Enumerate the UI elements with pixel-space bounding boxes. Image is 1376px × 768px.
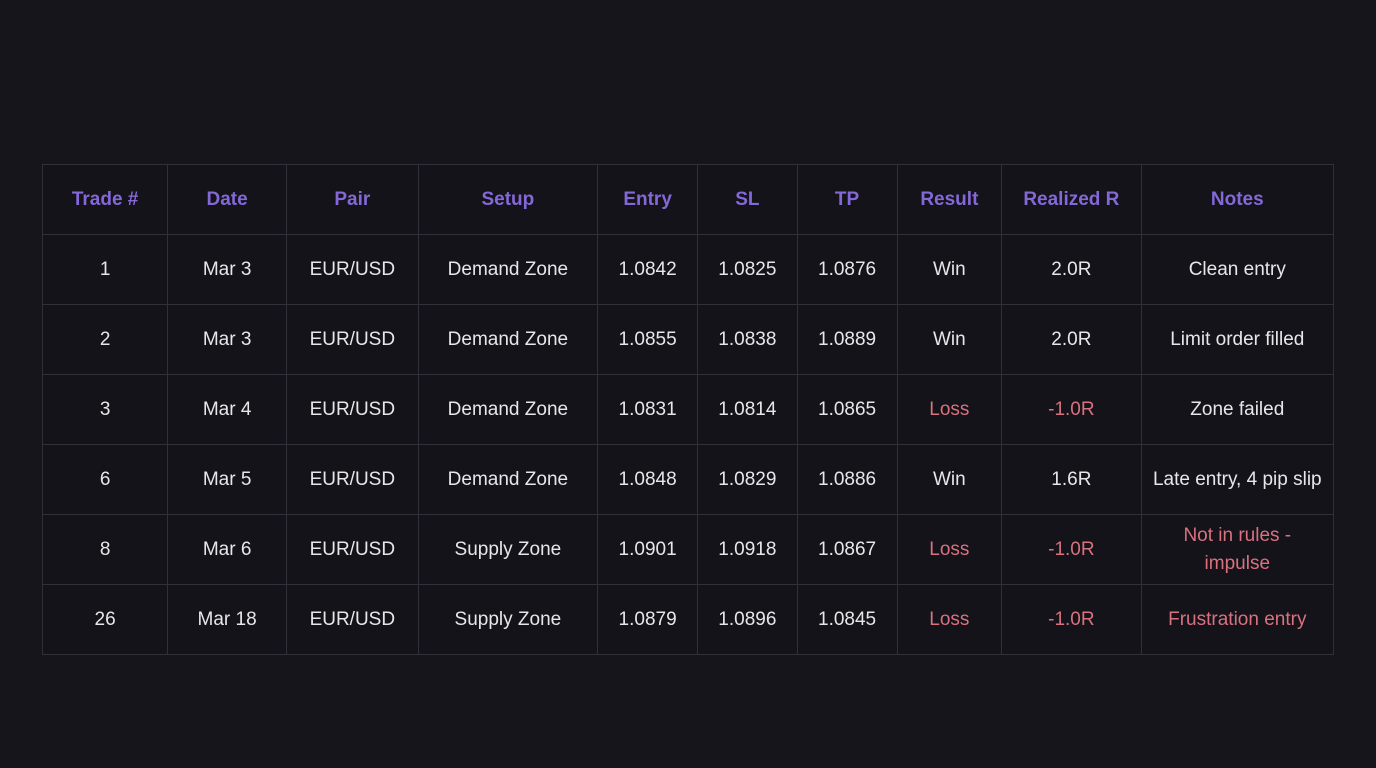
cell-result: Win bbox=[896, 234, 1003, 305]
header-row: Trade # Date Pair Setup Entry SL TP Resu… bbox=[41, 164, 1335, 235]
cell-entry: 1.0831 bbox=[597, 374, 699, 445]
cell-sl: 1.0814 bbox=[697, 374, 798, 445]
column-header-result: Result bbox=[896, 164, 1003, 235]
column-header-pair: Pair bbox=[285, 164, 419, 235]
cell-realized_r: 2.0R bbox=[1001, 234, 1142, 305]
cell-setup: Demand Zone bbox=[417, 374, 599, 445]
cell-realized_r: 1.6R bbox=[1001, 444, 1142, 515]
cell-date: Mar 5 bbox=[167, 444, 287, 515]
cell-notes: Frustration entry bbox=[1140, 584, 1335, 655]
cell-date: Mar 18 bbox=[167, 584, 287, 655]
cell-realized_r: -1.0R bbox=[1001, 514, 1142, 585]
cell-result: Win bbox=[896, 444, 1003, 515]
cell-setup: Supply Zone bbox=[417, 584, 599, 655]
column-header-tp: TP bbox=[796, 164, 898, 235]
cell-notes: Zone failed bbox=[1140, 374, 1335, 445]
table-row: 3 Mar 4 EUR/USD Demand Zone 1.0831 1.0814 1.08… bbox=[41, 374, 1335, 445]
table-row: 1 Mar 3 EUR/USD Demand Zone 1.0842 1.0825 1.08… bbox=[41, 234, 1335, 305]
cell-pair: EUR/USD bbox=[285, 304, 419, 375]
cell-setup: Demand Zone bbox=[417, 304, 599, 375]
cell-pair: EUR/USD bbox=[285, 374, 419, 445]
cell-realized_r: 2.0R bbox=[1001, 304, 1142, 375]
cell-realized_r: -1.0R bbox=[1001, 374, 1142, 445]
cell-trade: 26 bbox=[41, 584, 169, 655]
column-header-trade-number: Trade # bbox=[41, 164, 169, 235]
cell-setup: Demand Zone bbox=[417, 234, 599, 305]
cell-entry: 1.0855 bbox=[597, 304, 699, 375]
cell-realized_r: -1.0R bbox=[1001, 584, 1142, 655]
cell-result: Win bbox=[896, 304, 1003, 375]
cell-trade: 1 bbox=[41, 234, 169, 305]
cell-sl: 1.0829 bbox=[697, 444, 798, 515]
cell-entry: 1.0842 bbox=[597, 234, 699, 305]
cell-entry: 1.0848 bbox=[597, 444, 699, 515]
cell-tp: 1.0886 bbox=[796, 444, 898, 515]
table-row: 26 Mar 18 EUR/USD Supply Zone 1.0879 1.0896 1.… bbox=[41, 584, 1335, 655]
cell-pair: EUR/USD bbox=[285, 584, 419, 655]
table-row: 2 Mar 3 EUR/USD Demand Zone 1.0855 1.0838 1.08… bbox=[41, 304, 1335, 375]
cell-sl: 1.0825 bbox=[697, 234, 798, 305]
cell-notes: Late entry, 4 pip slip bbox=[1140, 444, 1335, 515]
cell-trade: 2 bbox=[41, 304, 169, 375]
cell-pair: EUR/USD bbox=[285, 514, 419, 585]
cell-tp: 1.0845 bbox=[796, 584, 898, 655]
column-header-notes: Notes bbox=[1140, 164, 1335, 235]
column-header-realized-r: Realized R bbox=[1001, 164, 1142, 235]
cell-pair: EUR/USD bbox=[285, 234, 419, 305]
column-header-date: Date bbox=[167, 164, 287, 235]
table-row: 6 Mar 5 EUR/USD Demand Zone 1.0848 1.0829 1.08… bbox=[41, 444, 1335, 515]
cell-tp: 1.0876 bbox=[796, 234, 898, 305]
cell-notes: Not in rules - impulse bbox=[1140, 514, 1335, 585]
cell-setup: Supply Zone bbox=[417, 514, 599, 585]
cell-date: Mar 6 bbox=[167, 514, 287, 585]
cell-sl: 1.0918 bbox=[697, 514, 798, 585]
column-header-entry: Entry bbox=[597, 164, 699, 235]
cell-tp: 1.0889 bbox=[796, 304, 898, 375]
trade-journal-table: Trade # Date Pair Setup Entry SL TP Resu… bbox=[41, 164, 1335, 655]
cell-trade: 3 bbox=[41, 374, 169, 445]
cell-date: Mar 3 bbox=[167, 234, 287, 305]
table-body: 1 Mar 3 EUR/USD Demand Zone 1.0842 1.0825 1.08… bbox=[41, 234, 1335, 655]
cell-sl: 1.0838 bbox=[697, 304, 798, 375]
cell-date: Mar 4 bbox=[167, 374, 287, 445]
cell-notes: Limit order filled bbox=[1140, 304, 1335, 375]
cell-pair: EUR/USD bbox=[285, 444, 419, 515]
cell-entry: 1.0901 bbox=[597, 514, 699, 585]
cell-entry: 1.0879 bbox=[597, 584, 699, 655]
cell-trade: 6 bbox=[41, 444, 169, 515]
column-header-setup: Setup bbox=[417, 164, 599, 235]
cell-result: Loss bbox=[896, 514, 1003, 585]
column-header-sl: SL bbox=[697, 164, 798, 235]
cell-trade: 8 bbox=[41, 514, 169, 585]
cell-sl: 1.0896 bbox=[697, 584, 798, 655]
cell-date: Mar 3 bbox=[167, 304, 287, 375]
cell-tp: 1.0867 bbox=[796, 514, 898, 585]
table-header: Trade # Date Pair Setup Entry SL TP Resu… bbox=[41, 164, 1335, 235]
cell-notes: Clean entry bbox=[1140, 234, 1335, 305]
cell-result: Loss bbox=[896, 374, 1003, 445]
cell-tp: 1.0865 bbox=[796, 374, 898, 445]
table-row: 8 Mar 6 EUR/USD Supply Zone 1.0901 1.0918 1.08… bbox=[41, 514, 1335, 585]
cell-result: Loss bbox=[896, 584, 1003, 655]
cell-setup: Demand Zone bbox=[417, 444, 599, 515]
